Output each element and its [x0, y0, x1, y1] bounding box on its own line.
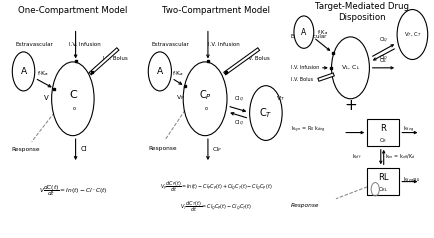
Circle shape — [148, 52, 171, 91]
Text: Extravascular: Extravascular — [290, 34, 326, 40]
Text: A: A — [156, 67, 163, 76]
Circle shape — [293, 16, 313, 48]
Circle shape — [183, 62, 227, 136]
Text: One-Compartment Model: One-Compartment Model — [18, 6, 127, 15]
Text: V$_T$: V$_T$ — [275, 94, 284, 103]
Text: f·K$_a$: f·K$_a$ — [171, 69, 184, 78]
Text: o: o — [204, 106, 207, 111]
Circle shape — [249, 86, 282, 140]
Text: I.V. Infusion: I.V. Infusion — [207, 41, 239, 47]
Text: Extravascular: Extravascular — [15, 41, 53, 47]
Text: I.V. Infusion: I.V. Infusion — [290, 65, 318, 70]
Text: Cl: Cl — [80, 146, 87, 152]
Circle shape — [396, 10, 427, 60]
Text: $V_P\dfrac{dC_P(t)}{dt} = In(t) - Cl_P C_P(t) + Cl_Q C_T(t) - Cl_Q C_P(t)$: $V_P\dfrac{dC_P(t)}{dt} = In(t) - Cl_P C… — [160, 179, 272, 194]
Text: f·K$_a$: f·K$_a$ — [37, 69, 49, 78]
Text: C$_R$: C$_R$ — [378, 136, 387, 145]
Text: Response: Response — [148, 146, 177, 151]
Text: Cl$_Q$: Cl$_Q$ — [233, 119, 243, 128]
Text: Cl$_P$: Cl$_P$ — [211, 145, 222, 154]
Text: A: A — [20, 67, 26, 76]
Text: k$_{on}$ = k$_{off}$/K$_d$: k$_{on}$ = k$_{off}$/K$_d$ — [385, 152, 415, 161]
Text: k$_{syn}$ = R$_0$ k$_{deg}$: k$_{syn}$ = R$_0$ k$_{deg}$ — [290, 125, 325, 135]
Text: Cl$_Q$: Cl$_Q$ — [378, 35, 388, 45]
Text: +: + — [343, 98, 356, 114]
Text: Cl$_L$: Cl$_L$ — [378, 56, 387, 65]
Text: $V_T\dfrac{dC_T(t)}{dt} = Cl_Q C_P(t) - Cl_Q C_T(t)$: $V_T\dfrac{dC_T(t)}{dt} = Cl_Q C_P(t) - … — [180, 200, 252, 214]
Circle shape — [331, 37, 368, 99]
Circle shape — [52, 62, 94, 136]
Text: Extravascular: Extravascular — [151, 41, 189, 47]
Text: Target-Mediated Drug
Disposition: Target-Mediated Drug Disposition — [314, 2, 408, 22]
Text: C: C — [69, 90, 76, 100]
Text: Response: Response — [290, 203, 319, 208]
Text: Two-Compartment Model: Two-Compartment Model — [162, 6, 270, 15]
Text: V: V — [44, 94, 49, 101]
Text: k$_{deg}$: k$_{deg}$ — [402, 125, 413, 135]
Text: V$_P$: V$_P$ — [175, 93, 184, 102]
Text: o: o — [72, 106, 76, 111]
FancyBboxPatch shape — [366, 168, 398, 195]
Text: C$_T$: C$_T$ — [259, 106, 272, 120]
Text: RL: RL — [377, 173, 388, 182]
Text: k$_{deg(RL)}$: k$_{deg(RL)}$ — [402, 176, 420, 186]
Text: $V\dfrac{dC(t)}{dt} = In(t) - Cl \cdot C(t)$: $V\dfrac{dC(t)}{dt} = In(t) - Cl \cdot C… — [39, 183, 107, 198]
Text: Cl$_Q$: Cl$_Q$ — [378, 54, 388, 64]
Text: Cl$_Q$: Cl$_Q$ — [233, 95, 243, 104]
FancyBboxPatch shape — [366, 119, 398, 146]
Text: I.V. Bolus: I.V. Bolus — [244, 56, 269, 61]
Text: I.V. Bolus: I.V. Bolus — [103, 56, 128, 61]
Text: Response: Response — [11, 147, 40, 153]
Text: C$_{RL}$: C$_{RL}$ — [377, 185, 388, 193]
Text: f·K$_a$: f·K$_a$ — [316, 29, 327, 37]
Text: I.V. Infusion: I.V. Infusion — [69, 41, 100, 47]
Text: k$_{off}$: k$_{off}$ — [352, 152, 361, 161]
Text: C$_P$: C$_P$ — [198, 88, 211, 102]
Text: R: R — [379, 124, 385, 133]
Text: V$_L$, C$_L$: V$_L$, C$_L$ — [340, 64, 359, 72]
Text: V$_T$, C$_T$: V$_T$, C$_T$ — [403, 30, 420, 39]
Text: A: A — [300, 28, 306, 37]
Text: I.V. Bolus: I.V. Bolus — [290, 77, 312, 82]
Circle shape — [12, 52, 35, 91]
